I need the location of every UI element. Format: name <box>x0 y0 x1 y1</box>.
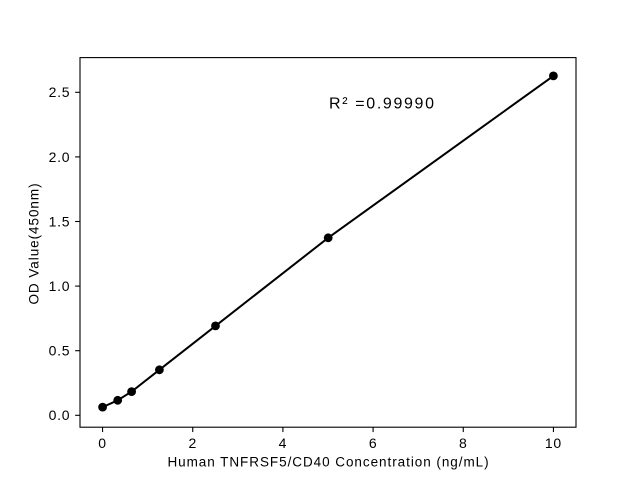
svg-text:0: 0 <box>98 435 107 451</box>
svg-text:R² =0.99990: R² =0.99990 <box>329 96 436 113</box>
svg-text:0.5: 0.5 <box>49 343 71 359</box>
svg-text:2.0: 2.0 <box>49 149 71 165</box>
svg-text:4: 4 <box>279 435 288 451</box>
svg-text:0.0: 0.0 <box>49 407 71 423</box>
svg-text:8: 8 <box>459 435 468 451</box>
svg-text:6: 6 <box>369 435 378 451</box>
svg-text:10: 10 <box>545 435 562 451</box>
svg-text:1.5: 1.5 <box>49 213 71 229</box>
svg-text:1.0: 1.0 <box>49 278 71 294</box>
svg-text:OD Value(450nm): OD Value(450nm) <box>27 182 42 304</box>
svg-text:2: 2 <box>188 435 197 451</box>
svg-text:Human TNFRSF5/CD40 Concentrati: Human TNFRSF5/CD40 Concentration (ng/mL) <box>167 454 489 469</box>
svg-text:2.5: 2.5 <box>49 84 71 100</box>
